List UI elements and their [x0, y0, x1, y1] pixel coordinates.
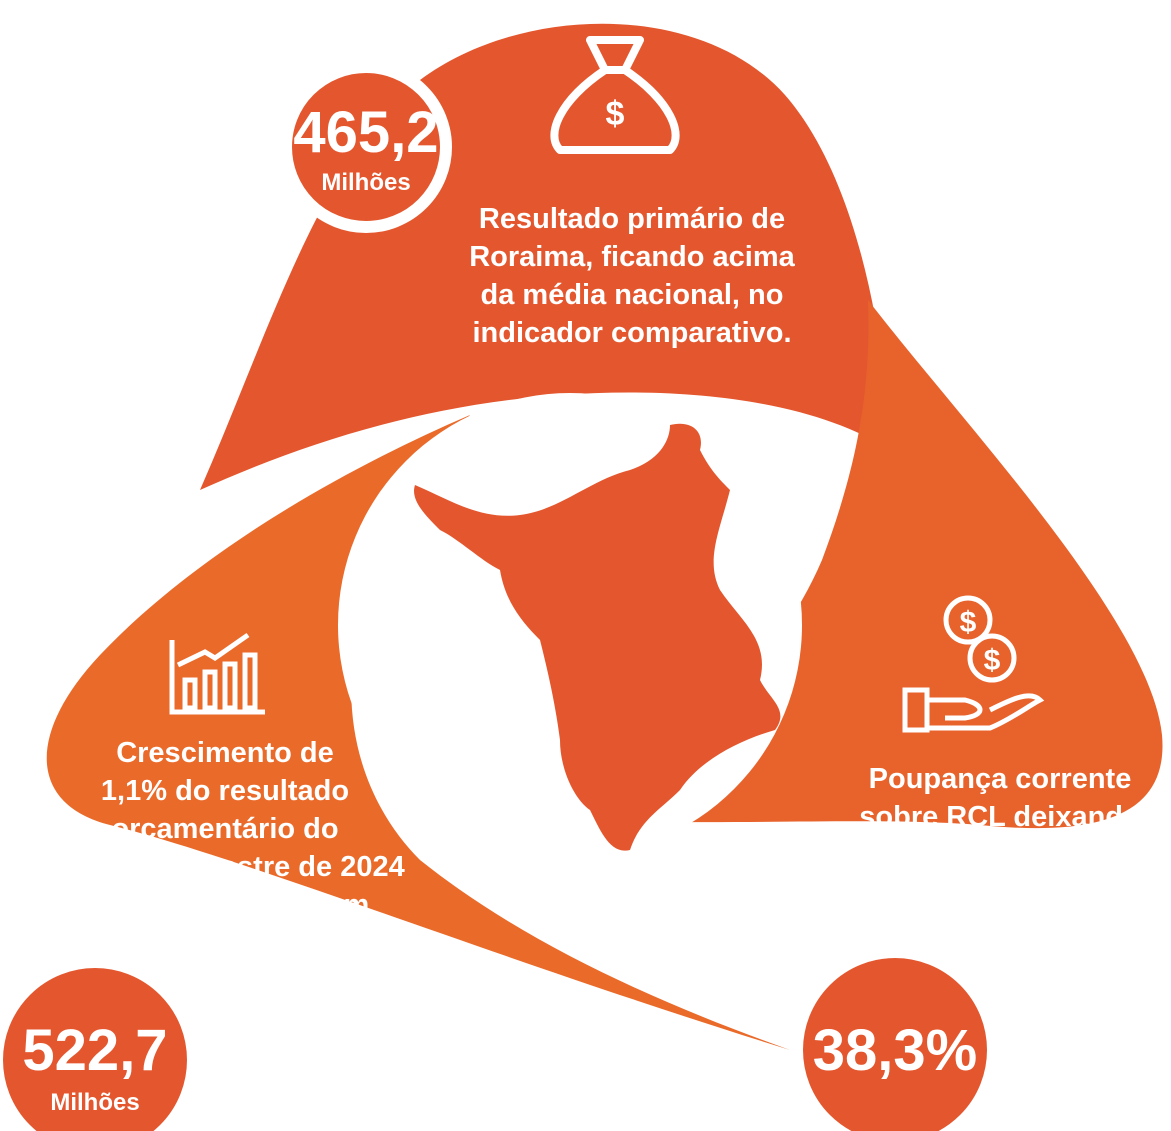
descriptions: Resultado primário de Roraima, ficando ac… [45, 203, 1171, 959]
value: 522,7 [22, 1018, 167, 1083]
value-badge [0, 956, 199, 1131]
description-line: sobre RCL deixando [859, 801, 1140, 833]
coin-dollar: $ [984, 644, 1001, 677]
description-line: Roraima, ficando acima [469, 241, 795, 273]
money-bag-icon [550, 36, 680, 154]
description-line: Roraima com capacidade [825, 839, 1171, 871]
description-line: da média nacional, no [481, 279, 784, 311]
description-line: de investimento acima [844, 877, 1156, 909]
map [414, 423, 781, 851]
description-line: orçamentário do [111, 813, 338, 845]
description-line: da média nacional. [870, 915, 1129, 947]
description-line: primeiro bimestre de 2024 [45, 851, 404, 883]
coin-dollar: $ [960, 606, 977, 639]
right-blade [470, 300, 1163, 829]
value-badge [791, 946, 999, 1131]
value: 38,3% [813, 1018, 977, 1083]
description-line: em comparação com [81, 889, 370, 921]
description-line: Crescimento de [116, 737, 334, 769]
value: 465,2 [293, 100, 438, 165]
hand-coins-icon [902, 595, 1045, 733]
unit: Milhões [321, 169, 410, 196]
description-line: Resultado primário de [479, 203, 785, 235]
unit: Milhões [50, 1089, 139, 1116]
description-line: Poupança corrente [869, 763, 1132, 795]
description-line: janeiro de 2023. [115, 927, 334, 959]
dollar-sign: $ [606, 95, 625, 133]
value-badge [280, 61, 452, 233]
description-line: indicador comparativo. [472, 317, 791, 349]
description-line: 1,1% do resultado [101, 775, 349, 807]
growth-chart-icon [169, 632, 265, 715]
left-blade [46, 415, 790, 1050]
